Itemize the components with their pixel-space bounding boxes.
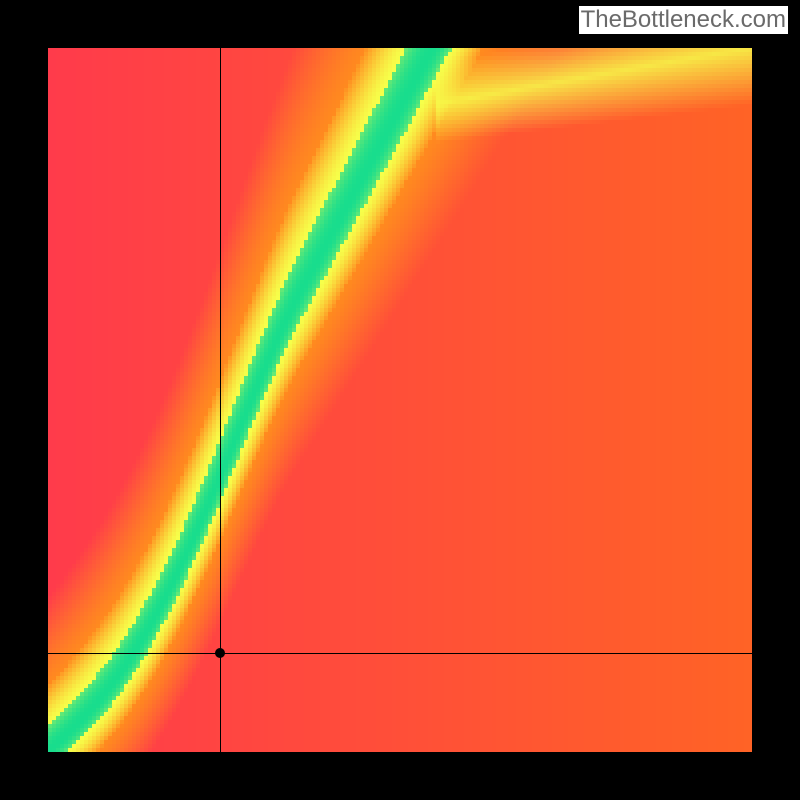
- heatmap-canvas: [48, 48, 752, 752]
- heatmap-plot: [48, 48, 752, 752]
- chart-container: TheBottleneck.com: [0, 0, 800, 800]
- attribution-label: TheBottleneck.com: [579, 6, 788, 34]
